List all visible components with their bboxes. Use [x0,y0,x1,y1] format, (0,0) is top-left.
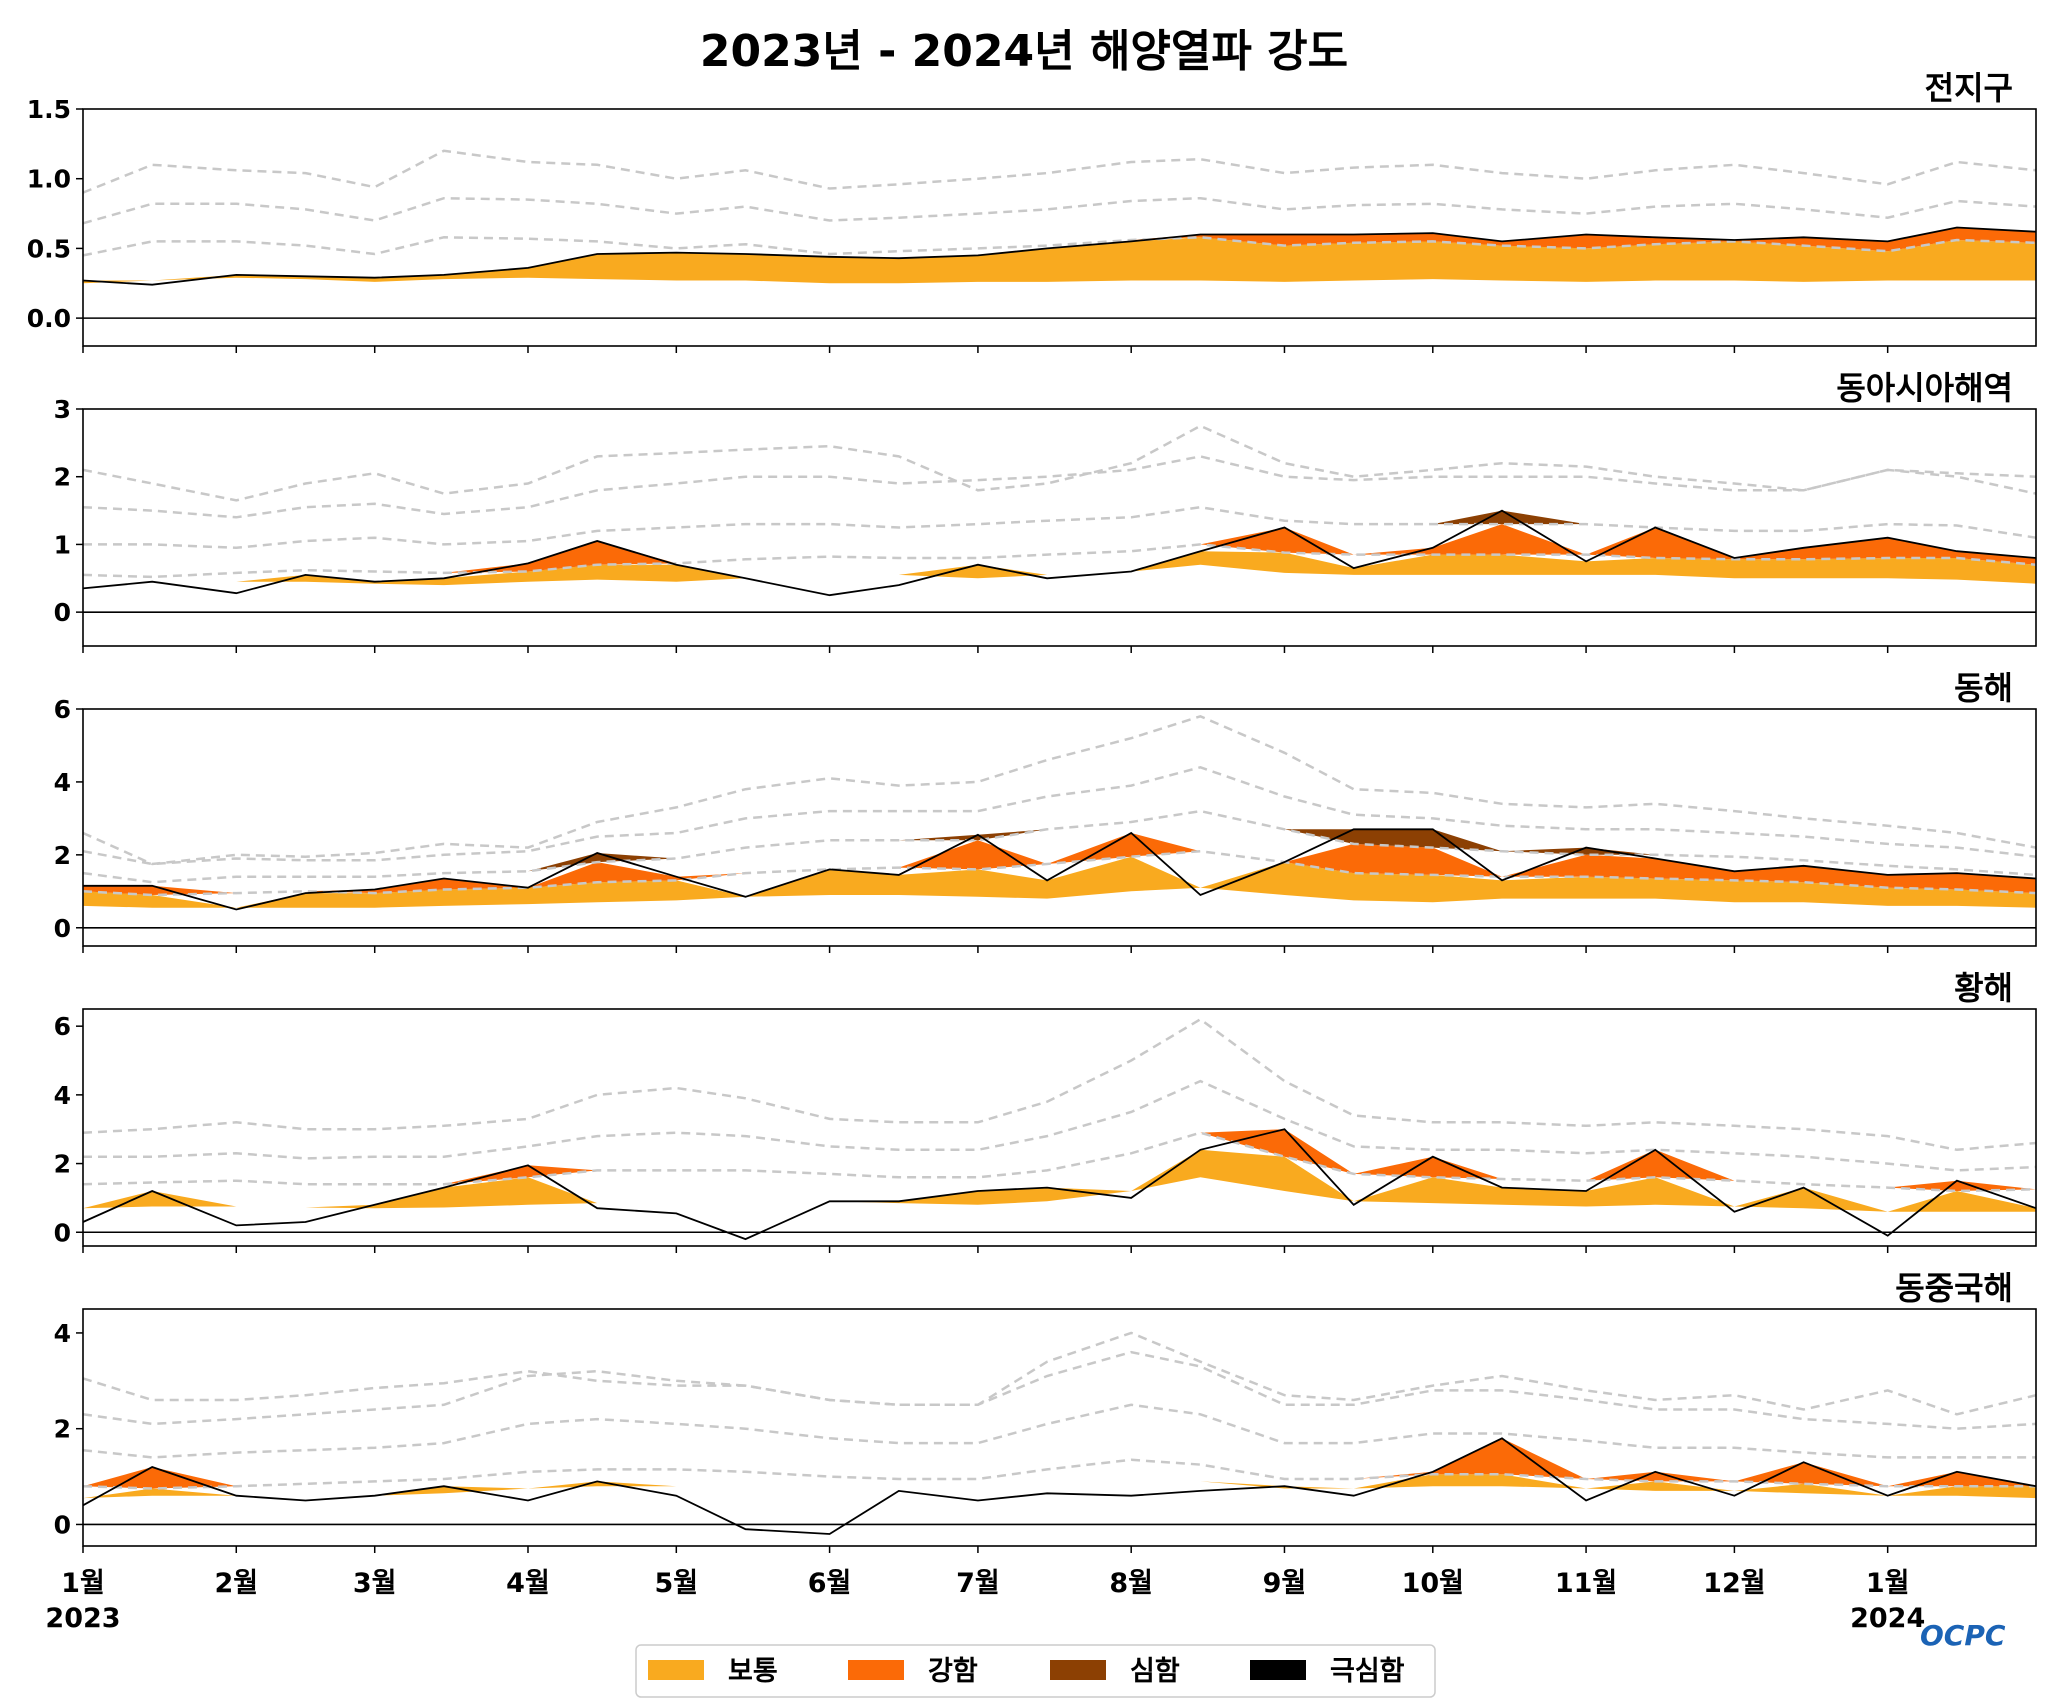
x-tick-label: 11월 [1555,1568,1617,1599]
x-year-label: 2024 [1850,1603,1925,1634]
threshold-line-3x [82,196,2037,225]
threshold-line-4x [82,455,2037,519]
figure-title: 2023년 - 2024년 해양열파 강도 [700,26,1348,77]
x-tick-label: 2월 [214,1568,258,1599]
threshold-line-4x [82,1350,2037,1430]
panel-3: 0 2 4 6 동해 [54,669,2037,953]
intensity-line [83,828,2037,911]
legend-label: 보통 [728,1656,778,1687]
threshold-line-5x [82,1331,2037,1416]
intensity-line [82,509,2037,597]
strong-area [83,227,2036,256]
panel-frame [82,108,2037,347]
panel-5: 0 2 4 동중국해 [54,1269,2037,1553]
x-tick-label: 1월 [61,1568,105,1599]
y-tick-label: 0 [54,598,71,627]
x-tick-label: 12월 [1703,1568,1765,1599]
severe-area [83,811,2036,883]
panel-frame [82,408,2037,647]
threshold-line-4x [82,765,2037,866]
y-tick-label: 4 [54,1081,71,1110]
x-tick-label: 8월 [1109,1568,1153,1599]
threshold-line-2x [82,1131,2037,1193]
moderate-area [83,1149,2036,1212]
y-tick-label: 0.0 [27,304,71,333]
threshold-line-5x [82,424,2037,502]
intensity-line [82,226,2037,286]
y-tick-label: 4 [54,1319,71,1348]
panel-2: 0 1 2 3 동아시아해역 [54,369,2037,653]
panel-title: 동중국해 [1895,1269,2013,1307]
legend-swatch [848,1660,904,1680]
threshold-line-4x [82,149,2037,194]
x-tick-label: 6월 [808,1568,852,1599]
threshold-line-2x [82,1458,2036,1490]
x-tick-label: 10월 [1402,1568,1464,1599]
severe-area [83,507,2036,548]
x-year-label: 2023 [45,1603,120,1634]
legend-frame [635,1644,1436,1698]
strong-area [83,1438,2036,1489]
y-tick-label: 1.5 [27,95,71,124]
ocpc-logo: OCPC [1920,1619,2006,1652]
threshold-line-5x [82,714,2037,866]
y-tick-label: 0 [54,914,71,943]
panel-title: 동아시아해역 [1836,369,2013,407]
intensity-line [82,1128,2037,1241]
strong-area [83,833,2036,895]
moderate-area [83,237,2036,284]
y-tick-label: 1 [54,530,71,559]
y-tick-label: 2 [54,1150,71,1179]
panel-frame [82,1008,2037,1247]
y-tick-label: 4 [54,768,71,797]
x-tick-label: 3월 [353,1568,397,1599]
legend-swatch [1050,1660,1106,1680]
strong-area [83,524,2036,577]
legend-label: 강함 [928,1656,978,1687]
legend-swatch [1250,1660,1306,1680]
x-tick-label: 7월 [956,1568,1000,1599]
legend: 보통 강함 심함 극심함 [635,1644,1436,1698]
y-tick-label: 0 [54,1218,71,1247]
threshold-line-2x [82,236,2037,257]
x-tick-label: 9월 [1263,1568,1307,1599]
y-tick-label: 3 [54,395,71,424]
threshold-line-2x [82,849,2037,897]
y-tick-label: 6 [54,1012,71,1041]
y-tick-label: 6 [54,695,71,724]
legend-label: 극심함 [1330,1656,1405,1687]
moderate-area [83,1474,2036,1499]
threshold-line-3x [82,809,2037,884]
moderate-area [83,856,2036,908]
threshold-line-4x [82,1017,2037,1152]
threshold-line-3x [83,505,2037,550]
panel-1: 0.0 0.5 1.0 1.5 전지구 [27,69,2037,353]
chart-panels: 0.0 0.5 1.0 1.5 전지구 0 1 2 3 동아시아해역 0 2 4 6 동해 0 2 4 6 황해 0 2 4… [27,69,2037,1553]
x-tick-label: 4월 [506,1568,550,1599]
y-tick-label: 2 [54,1415,71,1444]
panel-frame [82,1308,2037,1547]
x-tick-label: 5월 [654,1568,698,1599]
y-tick-label: 0.5 [27,234,71,263]
legend-label: 심함 [1130,1656,1180,1687]
y-tick-label: 0 [54,1510,71,1539]
panel-4: 0 2 4 6 황해 [54,969,2037,1253]
strong-area [83,1129,2036,1191]
threshold-line-2x [82,543,2037,579]
intensity-line [82,1437,2037,1535]
y-tick-label: 1.0 [27,165,71,194]
y-tick-label: 2 [54,463,71,492]
y-tick-label: 2 [54,841,71,870]
panel-frame [82,708,2037,947]
x-tick-label: 1월 [1866,1568,1910,1599]
threshold-line-3x [83,1079,2037,1172]
panel-title: 동해 [1954,669,2013,707]
legend-swatch [648,1660,704,1680]
x-axis: 1월 2월 3월 4월 5월 6월 7월 8월 9월 10월 11월 12월 1월 2023 2024 [45,1568,1925,1634]
panel-title: 황해 [1954,969,2013,1007]
moderate-area [83,551,2036,586]
panel-title: 전지구 [1925,69,2013,107]
threshold-line-3x [82,1403,2036,1459]
